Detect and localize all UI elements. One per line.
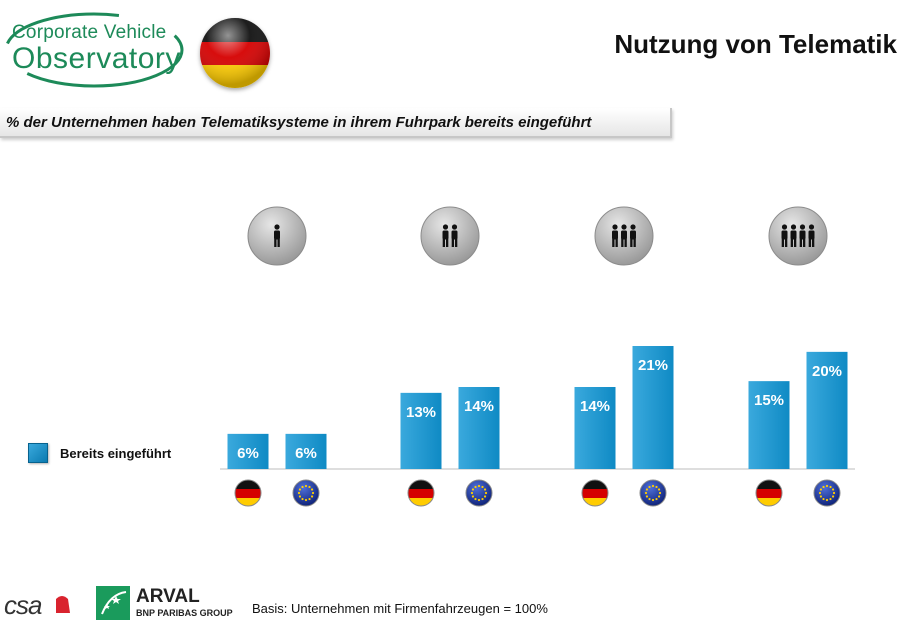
corporate-vehicle-observatory-logo: Corporate Vehicle Observatory — [2, 8, 188, 90]
persons-3-icon — [594, 206, 654, 266]
bar-value-label: 20% — [812, 363, 842, 380]
logo-line1: Corporate Vehicle — [12, 22, 167, 43]
bar — [574, 387, 616, 469]
flag-eu-icon — [465, 479, 493, 507]
person-figure — [274, 224, 280, 247]
person-figure — [790, 224, 797, 247]
person-figure — [612, 224, 618, 247]
flag-germany-icon — [234, 479, 262, 507]
bar — [227, 433, 269, 469]
bar-value-label: 14% — [464, 398, 494, 415]
arval-logo: ARVAL BNP PARIBAS GROUP — [96, 586, 246, 622]
person-figure — [781, 224, 788, 247]
person-figure — [630, 224, 636, 247]
basis-note: Basis: Unternehmen mit Firmenfahrzeugen … — [252, 601, 548, 616]
person-1-icon — [247, 206, 307, 266]
bar — [632, 346, 674, 469]
subtitle-text: % der Unternehmen haben Telematiksysteme… — [6, 114, 592, 131]
arval-stars-icon — [96, 586, 130, 620]
germany-flag-ball-icon — [200, 18, 270, 88]
subtitle-bar: % der Unternehmen haben Telematiksysteme… — [0, 108, 672, 138]
persons-4-icon — [768, 206, 828, 266]
csa-logo-text: csa — [4, 590, 42, 620]
person-figure — [451, 224, 458, 247]
bar — [748, 381, 790, 469]
persons-2-icon — [420, 206, 480, 266]
csa-logo-mark-icon — [56, 596, 70, 613]
flag-germany-icon — [755, 479, 783, 507]
bar-value-label: 6% — [237, 445, 259, 462]
legend: Bereits eingeführt — [28, 443, 171, 463]
flag-germany-icon — [407, 479, 435, 507]
bar — [806, 351, 848, 469]
person-figure — [442, 224, 449, 247]
bar-value-label: 14% — [580, 398, 610, 415]
flag-eu-icon — [813, 479, 841, 507]
bar-value-label: 15% — [754, 392, 784, 409]
bar — [400, 392, 442, 469]
flag-eu-icon — [292, 479, 320, 507]
bar-value-label: 21% — [638, 357, 668, 374]
flag-eu-icon — [639, 479, 667, 507]
legend-label: Bereits eingeführt — [60, 445, 172, 461]
arval-sub: BNP PARIBAS GROUP — [136, 608, 233, 618]
bar — [285, 433, 327, 469]
legend-swatch — [28, 443, 48, 463]
flag-germany-icon — [581, 479, 609, 507]
logo-line2: Observatory — [12, 42, 181, 75]
bar-value-label: 6% — [295, 445, 317, 462]
person-figure — [808, 224, 815, 247]
page-title: Nutzung von Telematik — [614, 29, 897, 59]
bar — [458, 387, 500, 469]
person-figure — [621, 224, 627, 247]
arval-name: ARVAL — [136, 586, 200, 607]
person-figure — [799, 224, 806, 247]
bar-value-label: 13% — [406, 404, 436, 421]
